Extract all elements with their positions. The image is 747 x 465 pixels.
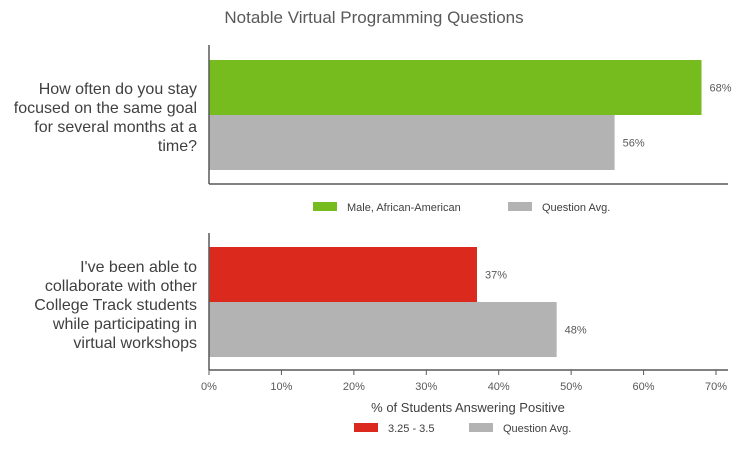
data-label: 56%	[623, 138, 645, 150]
legend-item: Question Avg.	[469, 423, 571, 435]
legend: Male, African-American Question Avg.	[313, 202, 610, 214]
data-label: 37%	[485, 270, 507, 282]
chart-title: Notable Virtual Programming Questions	[224, 8, 523, 27]
question-label-line: How often do you stay	[39, 81, 197, 98]
legend-swatch	[508, 202, 532, 211]
chart-panels: How often do you stay focused on the same…	[14, 45, 732, 435]
x-tick-label: 40%	[488, 381, 510, 393]
data-label: 68%	[710, 83, 732, 95]
bar	[209, 60, 702, 115]
question-label-line: time?	[158, 138, 197, 155]
x-tick-label: 20%	[343, 381, 365, 393]
x-tick-label: 60%	[633, 381, 655, 393]
legend-label: Question Avg.	[503, 423, 571, 435]
legend-label: Male, African-American	[347, 202, 461, 214]
legend-label: 3.25 - 3.5	[388, 423, 434, 435]
question-label-line: while participating in	[52, 316, 197, 333]
question-label-line: for several months at a	[34, 119, 197, 136]
x-axis-label: % of Students Answering Positive	[371, 400, 565, 415]
legend-item: Question Avg.	[508, 202, 610, 214]
x-tick-label: 70%	[705, 381, 727, 393]
x-tick-label: 50%	[560, 381, 582, 393]
chart-panel-2: I've been able to collaborate with other C…	[34, 233, 728, 435]
legend-item: Male, African-American	[313, 202, 461, 214]
x-tick-label: 0%	[201, 381, 217, 393]
bar	[209, 302, 557, 357]
question-label-line: focused on the same goal	[14, 100, 197, 117]
bar	[209, 247, 477, 302]
x-tick-label: 30%	[415, 381, 437, 393]
legend-item: 3.25 - 3.5	[354, 423, 434, 435]
legend-swatch	[469, 423, 493, 432]
legend: 3.25 - 3.5 Question Avg.	[354, 423, 571, 435]
question-label-line: College Track students	[34, 297, 197, 314]
bar	[209, 115, 615, 170]
legend-swatch	[313, 202, 337, 211]
question-label: How often do you stay focused on the same…	[14, 81, 197, 155]
question-label-line: I've been able to	[80, 259, 197, 276]
x-tick-label: 10%	[270, 381, 292, 393]
question-label: I've been able to collaborate with other C…	[34, 259, 197, 352]
legend-swatch	[354, 423, 378, 432]
data-label: 48%	[565, 325, 587, 337]
chart-panel-1: How often do you stay focused on the same…	[14, 45, 732, 214]
question-label-line: virtual workshops	[73, 335, 197, 352]
question-label-line: collaborate with other	[45, 278, 198, 295]
legend-label: Question Avg.	[542, 202, 610, 214]
x-axis: 0% 10% 20% 30% 40% 50% 60% 70%	[201, 370, 727, 393]
